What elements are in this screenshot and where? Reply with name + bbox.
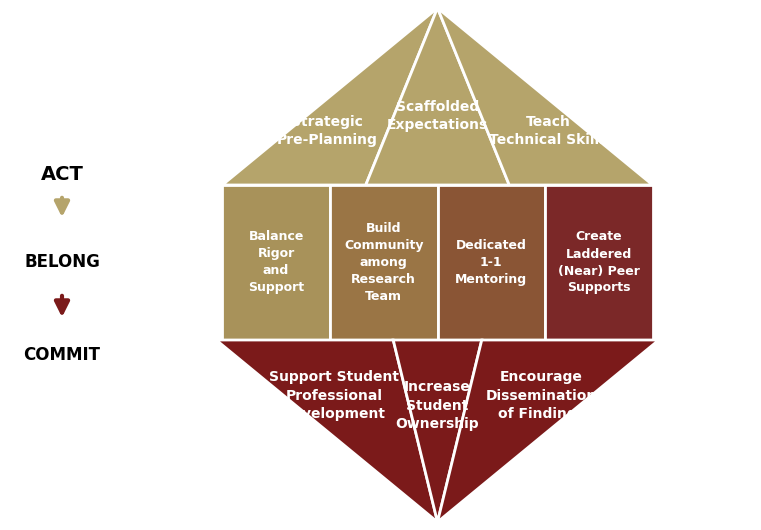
Polygon shape <box>216 340 438 522</box>
Text: Teach
Technical Skills: Teach Technical Skills <box>489 115 607 147</box>
Text: COMMIT: COMMIT <box>24 346 100 364</box>
Bar <box>330 185 438 340</box>
Text: Build
Community
among
Research
Team: Build Community among Research Team <box>344 222 423 303</box>
Polygon shape <box>438 8 653 185</box>
Text: Increase
Student
Ownership: Increase Student Ownership <box>396 380 479 431</box>
Polygon shape <box>438 340 659 522</box>
Text: Support Student
Professional
Development: Support Student Professional Development <box>269 370 399 421</box>
Text: Dedicated
1-1
Mentoring: Dedicated 1-1 Mentoring <box>455 239 527 286</box>
Text: ACT: ACT <box>40 165 84 184</box>
Text: Encourage
Dissemination
of Findings: Encourage Dissemination of Findings <box>486 370 597 421</box>
Text: Balance
Rigor
and
Support: Balance Rigor and Support <box>248 231 304 295</box>
Polygon shape <box>222 8 438 185</box>
Text: Scaffolded
Expectations: Scaffolded Expectations <box>387 100 488 132</box>
Bar <box>545 185 653 340</box>
Polygon shape <box>366 8 509 185</box>
Bar <box>222 185 330 340</box>
Text: Create
Laddered
(Near) Peer
Supports: Create Laddered (Near) Peer Supports <box>558 231 640 295</box>
Text: Strategic
Pre-Planning: Strategic Pre-Planning <box>276 115 377 147</box>
Polygon shape <box>393 340 482 522</box>
Text: BELONG: BELONG <box>24 253 100 271</box>
Bar <box>438 185 545 340</box>
